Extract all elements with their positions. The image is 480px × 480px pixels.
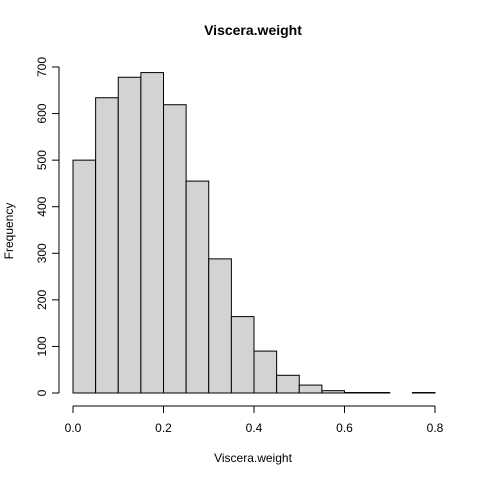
histogram-bar [185, 180, 210, 394]
histogram-bar [298, 384, 323, 394]
histogram-bar [253, 350, 278, 394]
x-tick-label: 0.8 [427, 421, 444, 435]
y-tick-label: 0 [35, 389, 49, 396]
y-axis-label: Frequency [2, 203, 16, 260]
x-tick-label: 0.6 [336, 421, 353, 435]
histogram-bar [276, 374, 300, 394]
y-tick-label: 600 [35, 103, 49, 123]
histogram-bar [117, 76, 142, 394]
bars-group [72, 72, 436, 394]
y-tick-label: 500 [35, 150, 49, 170]
x-axis-label: Viscera.weight [214, 451, 292, 465]
x-axis: 0.0 0.2 0.4 0.6 0.8 [65, 405, 444, 435]
chart-title: Viscera.weight [204, 22, 302, 38]
histogram-bar [163, 104, 187, 394]
x-tick-label: 0.2 [155, 421, 172, 435]
x-tick-label: 0.4 [246, 421, 263, 435]
histogram-bar [95, 97, 119, 394]
histogram-bar [321, 390, 346, 394]
x-tick-label: 0.0 [65, 421, 82, 435]
histogram-bar [140, 72, 165, 394]
histogram-bar [208, 258, 232, 394]
y-tick-label: 400 [35, 196, 49, 216]
histogram-bar [230, 316, 255, 394]
histogram-bar [72, 159, 97, 394]
y-tick-label: 700 [35, 57, 49, 77]
y-tick-label: 300 [35, 243, 49, 263]
y-axis: 0 100 200 300 400 500 600 700 [35, 57, 60, 396]
y-tick-label: 200 [35, 290, 49, 310]
y-tick-label: 100 [35, 336, 49, 356]
